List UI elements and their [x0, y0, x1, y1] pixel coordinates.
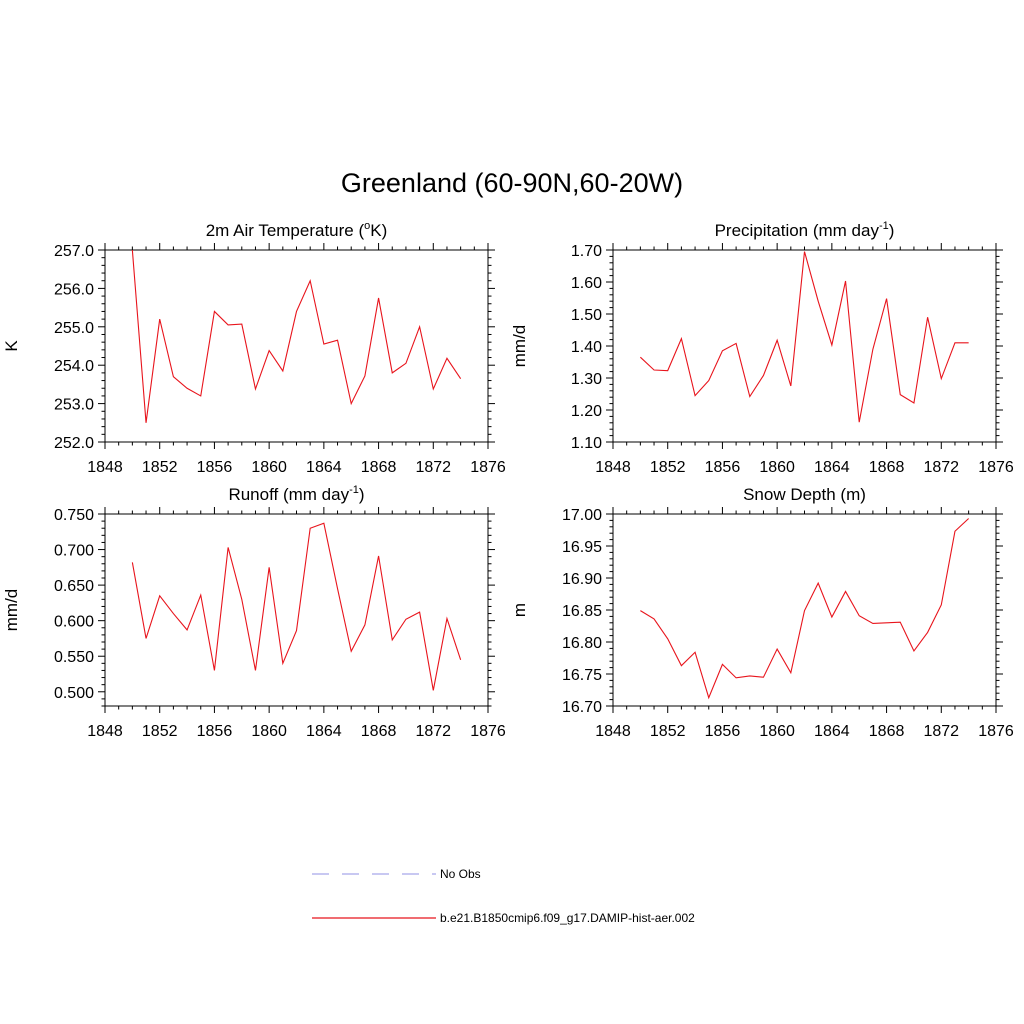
- y-tick-label: 1.10: [571, 435, 602, 452]
- x-tick-label: 1856: [705, 723, 741, 740]
- y-tick-label: 0.700: [54, 543, 94, 560]
- legend-label-model-run: b.e21.B1850cmip6.f09_g17.DAMIP-hist-aer.…: [440, 911, 695, 925]
- y-tick-label: 252.0: [54, 435, 94, 452]
- y-tick-label: 1.70: [571, 243, 602, 260]
- x-tick-label: 1876: [978, 459, 1014, 476]
- x-tick-label: 1852: [650, 459, 686, 476]
- x-tick-label: 1860: [759, 459, 795, 476]
- series-line-precipitation: [639, 251, 969, 423]
- y-tick-label: 16.90: [562, 571, 602, 588]
- x-tick-label: 1860: [251, 723, 287, 740]
- x-tick-label: 1856: [197, 723, 233, 740]
- y-tick-label: 17.00: [562, 507, 602, 524]
- chart-runoff: 1848 1852 1856 1860 1864 1868 1872 1876 0.500 0.5…: [2, 484, 506, 740]
- x-tick-label: 1872: [415, 723, 451, 740]
- panel-title: Runoff (mm day-1): [228, 484, 364, 504]
- y-tick-label: 0.750: [54, 507, 94, 524]
- x-tick-label: 1868: [361, 459, 397, 476]
- x-tick-label: 1856: [705, 459, 741, 476]
- x-tick-label: 1848: [87, 723, 123, 740]
- x-tick-label: 1872: [923, 723, 959, 740]
- x-tick-label: 1876: [470, 723, 506, 740]
- x-tick-label: 1868: [361, 723, 397, 740]
- y-tick-label: 0.550: [54, 649, 94, 666]
- x-tick-label: 1852: [142, 723, 178, 740]
- y-axis-label: mm/d: [510, 325, 529, 368]
- x-tick-label: 1876: [978, 723, 1014, 740]
- x-tick-label: 1864: [814, 459, 850, 476]
- x-tick-label: 1864: [306, 459, 342, 476]
- x-tick-label: 1852: [650, 723, 686, 740]
- y-tick-label: 16.95: [562, 539, 602, 556]
- y-tick-label: 1.40: [571, 339, 602, 356]
- y-tick-label: 254.0: [54, 358, 94, 375]
- y-tick-label: 1.20: [571, 403, 602, 420]
- y-tick-label: 16.75: [562, 667, 602, 684]
- y-tick-label: 16.80: [562, 635, 602, 652]
- x-tick-label: 1868: [869, 459, 905, 476]
- series-line-air-temperature: [131, 249, 462, 423]
- y-tick-label: 16.70: [562, 699, 602, 716]
- legend: No Obs b.e21.B1850cmip6.f09_g17.DAMIP-hi…: [312, 867, 695, 925]
- y-tick-label: 255.0: [54, 320, 94, 337]
- y-axis-label: mm/d: [2, 589, 21, 632]
- x-tick-label: 1852: [142, 459, 178, 476]
- panel-title: 2m Air Temperature (oK): [206, 220, 388, 240]
- panel-title: Precipitation (mm day-1): [715, 220, 895, 240]
- y-tick-label: 0.600: [54, 614, 94, 631]
- x-tick-label: 1872: [923, 459, 959, 476]
- y-tick-label: 0.650: [54, 578, 94, 595]
- y-tick-label: 0.500: [54, 685, 94, 702]
- chart-snow-depth: 1848 1852 1856 1860 1864 1868 1872 1876 16.70 16.…: [510, 485, 1014, 740]
- y-tick-label: 1.60: [571, 275, 602, 292]
- x-tick-label: 1864: [814, 723, 850, 740]
- y-tick-label: 1.30: [571, 371, 602, 388]
- series-line-runoff: [131, 522, 462, 691]
- y-tick-label: 16.85: [562, 603, 602, 620]
- x-tick-label: 1868: [869, 723, 905, 740]
- x-tick-label: 1860: [251, 459, 287, 476]
- plot-frame-precipitation: [612, 249, 997, 443]
- y-tick-label: 257.0: [54, 243, 94, 260]
- y-axis-label: K: [2, 340, 21, 352]
- plot-frame-air-temperature: [104, 249, 489, 443]
- chart-precipitation: 1848 1852 1856 1860 1864 1868 1872 1876 1.10 1.20…: [510, 220, 1014, 476]
- figure-title: Greenland (60-90N,60-20W): [340, 168, 684, 198]
- y-tick-label: 1.50: [571, 307, 602, 324]
- series-line-snow-depth: [640, 518, 970, 700]
- x-tick-label: 1876: [470, 459, 506, 476]
- y-tick-label: 253.0: [54, 397, 94, 414]
- chart-air-temperature: 1848 1852 1856 1860 1864 1868 1872 1876 252.0 253…: [2, 220, 506, 476]
- x-tick-label: 1856: [197, 459, 233, 476]
- chart-panels: 1848 1852 1856 1860 1864 1868 1872 1876 252.0 253…: [2, 220, 1014, 740]
- x-tick-label: 1872: [415, 459, 451, 476]
- legend-label-no-obs: No Obs: [440, 867, 481, 881]
- x-tick-label: 1864: [306, 723, 342, 740]
- x-tick-label: 1848: [595, 459, 631, 476]
- panel-title: Snow Depth (m): [743, 485, 866, 504]
- y-axis-label: m: [510, 603, 529, 617]
- x-tick-label: 1848: [595, 723, 631, 740]
- x-tick-label: 1860: [759, 723, 795, 740]
- x-tick-label: 1848: [87, 459, 123, 476]
- y-tick-label: 256.0: [54, 281, 94, 298]
